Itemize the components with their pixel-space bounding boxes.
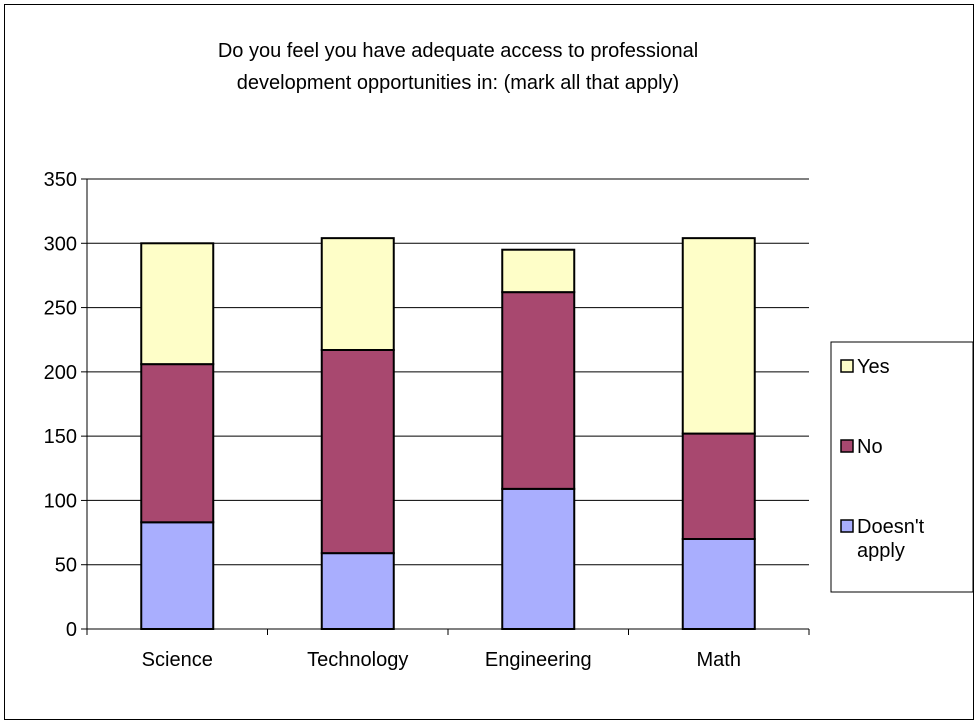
y-tick-label: 0 (66, 619, 77, 641)
bar-technology-no (320, 349, 395, 555)
legend-label: apply (857, 540, 905, 562)
y-tick-label: 350 (44, 169, 77, 191)
legend-label: No (857, 436, 883, 458)
x-tick-label: Engineering (485, 649, 592, 671)
chart-title-line-2: development opportunities in: (mark all … (237, 72, 679, 94)
stacked-bar-chart: Do you feel you have adequate access to … (44, 40, 974, 671)
x-tick-label: Technology (307, 649, 408, 671)
legend-swatch-doesn-t-apply (840, 519, 854, 533)
bar-science-no (140, 363, 215, 524)
bar-math-yes (681, 237, 756, 435)
axes: 0 50 100 150 200 250 300 350 Science Technology En… (44, 169, 810, 671)
y-tick-label: 150 (44, 426, 77, 448)
y-tick-label: 300 (44, 233, 77, 255)
bar-math-no (681, 432, 756, 541)
bar-engineering-yes (501, 248, 576, 294)
legend-label: Yes (857, 356, 890, 378)
bar-technology-doesn-t-apply (320, 552, 395, 631)
legend-label: Doesn't (857, 516, 925, 538)
y-tick-label: 50 (55, 555, 77, 577)
y-tick-label: 100 (44, 490, 77, 512)
bar-engineering-doesn-t-apply (501, 487, 576, 630)
y-tick-label: 200 (44, 362, 77, 384)
legend-swatch-yes (840, 359, 854, 373)
bars (140, 237, 756, 631)
bar-math-doesn-t-apply (681, 538, 756, 630)
x-tick-label: Math (697, 649, 741, 671)
chart-frame: Do you feel you have adequate access to … (4, 4, 974, 720)
chart-title-line-1: Do you feel you have adequate access to … (218, 40, 698, 62)
bar-engineering-no (501, 291, 576, 490)
bar-science-yes (140, 242, 215, 366)
bar-technology-yes (320, 237, 395, 351)
bar-science-doesn-t-apply (140, 521, 215, 630)
x-tick-label: Science (142, 649, 213, 671)
legend-swatch-no (840, 439, 854, 453)
legend-box (830, 341, 974, 593)
y-tick-label: 250 (44, 298, 77, 320)
